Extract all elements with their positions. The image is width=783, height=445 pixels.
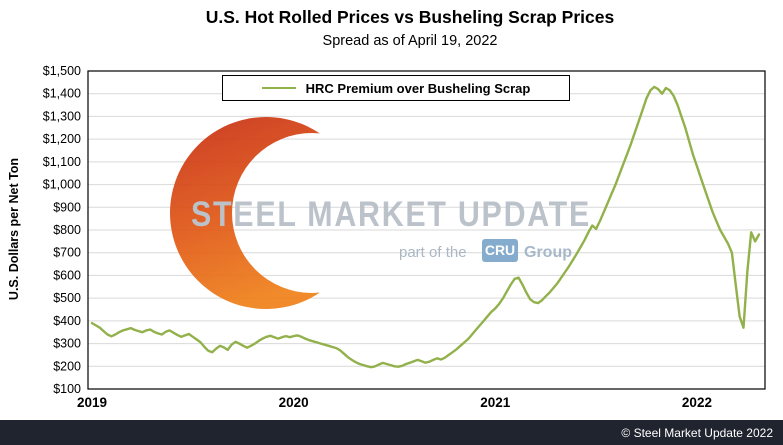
y-tick-label: $300	[53, 337, 81, 351]
y-tick-label: $1,200	[43, 132, 81, 146]
y-tick-label: $1,500	[43, 64, 81, 78]
plot-border	[87, 70, 766, 390]
y-tick-label: $500	[53, 291, 81, 305]
y-tick-label: $1,000	[43, 178, 81, 192]
chart-subtitle: Spread as of April 19, 2022	[322, 32, 498, 49]
y-tick-label: $1,100	[43, 155, 81, 169]
series-line	[90, 85, 761, 369]
smu-watermark-tagline-prefix: part of the	[399, 244, 467, 261]
series-layer	[90, 85, 761, 369]
axis-layer: $100 $200 $300 $400 $500 $600 $700 $800 $900 $1,0…	[43, 64, 766, 410]
x-tick-label: 2020	[279, 395, 309, 410]
chart-header: U.S. Hot Rolled Prices vs Busheling Scra…	[60, 6, 760, 49]
y-tick-label: $700	[53, 246, 81, 260]
cru-badge	[482, 239, 518, 262]
x-tick-label: 2021	[480, 395, 511, 410]
cru-badge-label: CRU	[485, 242, 515, 258]
footer-bar: © Steel Market Update 2022	[0, 420, 783, 445]
y-tick-label: $600	[53, 268, 81, 282]
y-tick-label: $800	[53, 223, 81, 237]
smu-watermark: STEEL MARKET UPDATE part of the CRU Grou…	[170, 117, 591, 309]
y-tick-label: $400	[53, 314, 81, 328]
legend-box: HRC Premium over Busheling Scrap	[222, 75, 570, 101]
y-tick-label: $900	[53, 200, 81, 214]
y-tick-label: $100	[53, 382, 81, 396]
smu-crescent-logo	[170, 117, 362, 309]
x-tick-label: 2022	[682, 395, 712, 410]
y-tick-label: $1,400	[43, 87, 81, 101]
legend-label: HRC Premium over Busheling Scrap	[305, 80, 531, 96]
y-tick-label: $200	[53, 359, 81, 373]
legend-line-sample-icon	[261, 87, 296, 89]
chart-title: U.S. Hot Rolled Prices vs Busheling Scra…	[205, 7, 615, 27]
smu-watermark-brand: STEEL MARKET UPDATE	[191, 195, 591, 234]
copyright-text: © Steel Market Update 2022	[621, 425, 773, 440]
x-tick-label: 2019	[77, 395, 107, 410]
smu-watermark-tagline-suffix: Group	[524, 244, 572, 261]
y-tick-label: $1,300	[43, 109, 81, 123]
